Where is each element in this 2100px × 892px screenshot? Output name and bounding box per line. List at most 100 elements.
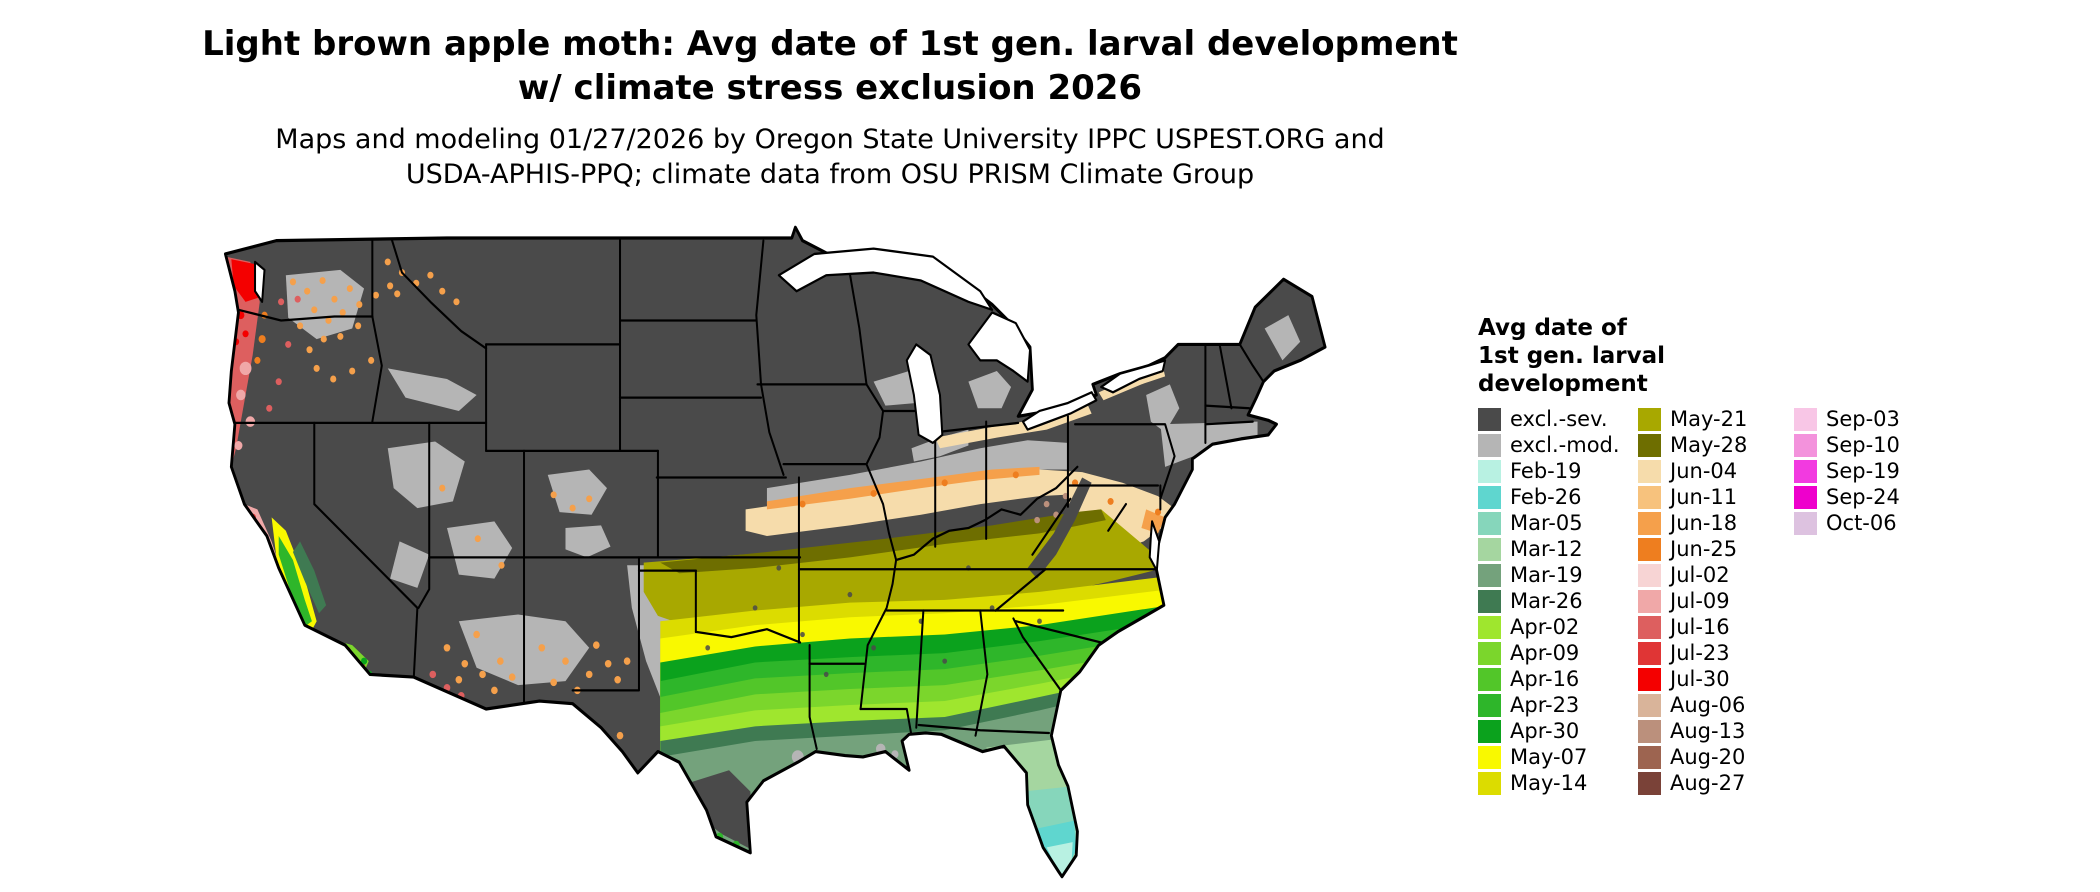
legend-label: Jul-23 xyxy=(1670,641,1730,665)
map-florida-bands xyxy=(986,738,1080,877)
legend-label: Mar-05 xyxy=(1510,511,1583,535)
lake-ontario xyxy=(1100,359,1167,394)
legend-label: Aug-13 xyxy=(1670,719,1746,743)
legend-entry: Aug-13 xyxy=(1638,718,1794,744)
map-nw-red-speckles xyxy=(266,295,301,412)
state-borders xyxy=(233,236,1265,751)
legend-entry: Aug-27 xyxy=(1638,770,1794,796)
legend-entry: Apr-30 xyxy=(1478,718,1638,744)
legend-label: Jun-25 xyxy=(1670,537,1738,561)
legend-entry: May-28 xyxy=(1638,432,1794,458)
legend-label: Sep-19 xyxy=(1826,459,1900,483)
legend-swatch xyxy=(1638,745,1661,769)
legend-swatch xyxy=(1478,485,1501,509)
legend-label: Aug-27 xyxy=(1670,771,1746,795)
legend-label: Apr-23 xyxy=(1510,693,1580,717)
legend-swatch xyxy=(1638,485,1661,509)
legend-label: Aug-06 xyxy=(1670,693,1746,717)
legend-swatch xyxy=(1794,511,1817,535)
legend-swatch xyxy=(1794,407,1817,431)
legend-swatch xyxy=(1478,589,1501,613)
puget-sound xyxy=(254,260,266,303)
great-lakes xyxy=(254,247,1167,572)
map-jul09-patches xyxy=(234,361,256,451)
map-nw-orange-speckles xyxy=(289,258,593,569)
legend-column-1: excl.-sev. excl.-mod. Feb-19 Feb-26 Mar-05 Ma… xyxy=(1478,406,1638,796)
subtitle-line-1: Maps and modeling 01/27/2026 by Oregon S… xyxy=(275,124,1385,155)
page-title: Light brown apple moth: Avg date of 1st … xyxy=(0,22,1660,110)
legend-entry: Mar-12 xyxy=(1478,536,1638,562)
legend-label: excl.-mod. xyxy=(1510,433,1620,457)
legend-swatch xyxy=(1478,537,1501,561)
legend-label: Apr-30 xyxy=(1510,719,1580,743)
legend-entry: Jul-30 xyxy=(1638,666,1794,692)
chesapeake-bay xyxy=(1148,520,1161,572)
legend-entry: Jul-02 xyxy=(1638,562,1794,588)
legend-label: Sep-24 xyxy=(1826,485,1900,509)
lake-michigan xyxy=(905,343,944,445)
legend-entry: excl.-sev. xyxy=(1478,406,1638,432)
map-sierra-foothill-green xyxy=(292,541,327,614)
legend-swatch xyxy=(1794,459,1817,483)
legend-label: Jun-18 xyxy=(1670,511,1738,535)
legend-swatch xyxy=(1638,563,1661,587)
legend-swatch xyxy=(1478,433,1501,457)
lake-superior xyxy=(777,247,994,311)
legend: Avg date of 1st gen. larval development … xyxy=(1478,314,2088,796)
legend-label: Mar-19 xyxy=(1510,563,1583,587)
legend-swatch xyxy=(1478,641,1501,665)
legend-column-3: Sep-03 Sep-10 Sep-19 Sep-24 Oct-06 xyxy=(1794,406,1944,536)
legend-entry: Jul-23 xyxy=(1638,640,1794,666)
legend-swatch xyxy=(1638,589,1661,613)
legend-label: Apr-09 xyxy=(1510,641,1580,665)
legend-label: Feb-19 xyxy=(1510,459,1582,483)
subtitle-line-2: USDA-APHIS-PPQ; climate data from OSU PR… xyxy=(405,159,1255,190)
legend-label: Aug-20 xyxy=(1670,745,1746,769)
legend-swatch xyxy=(1638,719,1661,743)
title-line-1: Light brown apple moth: Avg date of 1st … xyxy=(202,24,1458,64)
legend-entry: excl.-mod. xyxy=(1478,432,1638,458)
legend-entry: Jul-09 xyxy=(1638,588,1794,614)
legend-swatch xyxy=(1478,615,1501,639)
legend-entry: May-21 xyxy=(1638,406,1794,432)
legend-swatch xyxy=(1794,485,1817,509)
legend-label: Jul-16 xyxy=(1670,615,1730,639)
legend-entry: Sep-10 xyxy=(1794,432,1944,458)
legend-label: Mar-26 xyxy=(1510,589,1583,613)
legend-heading-line-1: Avg date of xyxy=(1478,315,1627,341)
page-subtitle: Maps and modeling 01/27/2026 by Oregon S… xyxy=(0,122,1660,192)
map-appalachian-ridge xyxy=(1027,477,1092,579)
legend-swatch xyxy=(1478,459,1501,483)
legend-label: Apr-16 xyxy=(1510,667,1580,691)
legend-label: Apr-02 xyxy=(1510,615,1580,639)
map-june-orange-strip xyxy=(766,466,1166,534)
legend-entry: Jul-16 xyxy=(1638,614,1794,640)
us-outline xyxy=(223,225,1327,879)
legend-swatch xyxy=(1478,771,1501,795)
legend-column-2: May-21 May-28 Jun-04 Jun-11 Jun-18 Jun-25 Jul-… xyxy=(1638,406,1794,796)
legend-swatch xyxy=(1638,459,1661,483)
legend-label: Mar-12 xyxy=(1510,537,1583,561)
map-central-valley-green xyxy=(278,536,312,627)
legend-swatch xyxy=(1638,433,1661,457)
map-south-texas-excluded xyxy=(669,770,753,851)
legend-label: Oct-06 xyxy=(1826,511,1897,535)
legend-swatch xyxy=(1478,667,1501,691)
title-line-2: w/ climate stress exclusion 2026 xyxy=(517,68,1143,108)
legend-swatch xyxy=(1478,745,1501,769)
legend-swatch xyxy=(1638,667,1661,691)
legend-entry: Aug-20 xyxy=(1638,744,1794,770)
legend-label: May-14 xyxy=(1510,771,1588,795)
lake-huron xyxy=(967,311,1032,383)
legend-swatch xyxy=(1638,407,1661,431)
legend-label: Jun-04 xyxy=(1670,459,1738,483)
legend-swatch xyxy=(1638,641,1661,665)
legend-label: May-21 xyxy=(1670,407,1748,431)
legend-label: May-07 xyxy=(1510,745,1588,769)
legend-entry: Mar-26 xyxy=(1478,588,1638,614)
legend-entry: Sep-19 xyxy=(1794,458,1944,484)
legend-label: Jul-02 xyxy=(1670,563,1730,587)
legend-entry: Feb-19 xyxy=(1478,458,1638,484)
legend-swatch xyxy=(1638,615,1661,639)
legend-label: Sep-10 xyxy=(1826,433,1900,457)
